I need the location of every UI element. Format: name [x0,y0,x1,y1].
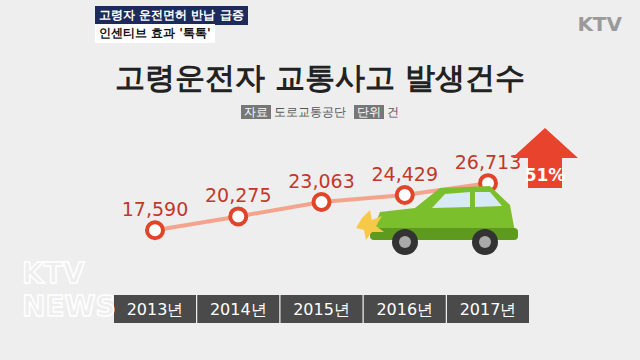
svg-text:2016년: 2016년 [376,300,433,319]
svg-text:2014년: 2014년 [210,300,267,319]
svg-text:23,063: 23,063 [288,170,354,192]
html-text:고령운전자 교통사고 발생건수: 고령운전자 교통사고 발생건수 [114,60,526,95]
html-text:인센티브 효과 '톡톡': 인센티브 효과 '톡톡' [99,26,211,40]
svg-text:2013년: 2013년 [127,300,184,319]
html-text:건: 건 [387,105,399,119]
svg-text:2017년: 2017년 [460,300,517,319]
html-text:단위: 단위 [357,105,381,119]
svg-text:17,590: 17,590 [122,198,188,220]
svg-text:2015년: 2015년 [293,300,350,319]
svg-text:KTV: KTV [22,257,85,290]
svg-text:51%: 51% [525,165,566,185]
svg-text:26,713: 26,713 [455,151,521,173]
html-text:자료: 자료 [244,105,268,119]
html-text:도로교통공단: 도로교통공단 [274,105,346,119]
svg-text:20,275: 20,275 [205,184,271,206]
svg-text:NEWS: NEWS [22,290,116,323]
html-text:고령자 운전면허 반납 급증: 고령자 운전면허 반납 급증 [99,8,244,22]
svg-text:24,429: 24,429 [372,163,438,185]
html-text:KTV: KTV [577,12,622,36]
